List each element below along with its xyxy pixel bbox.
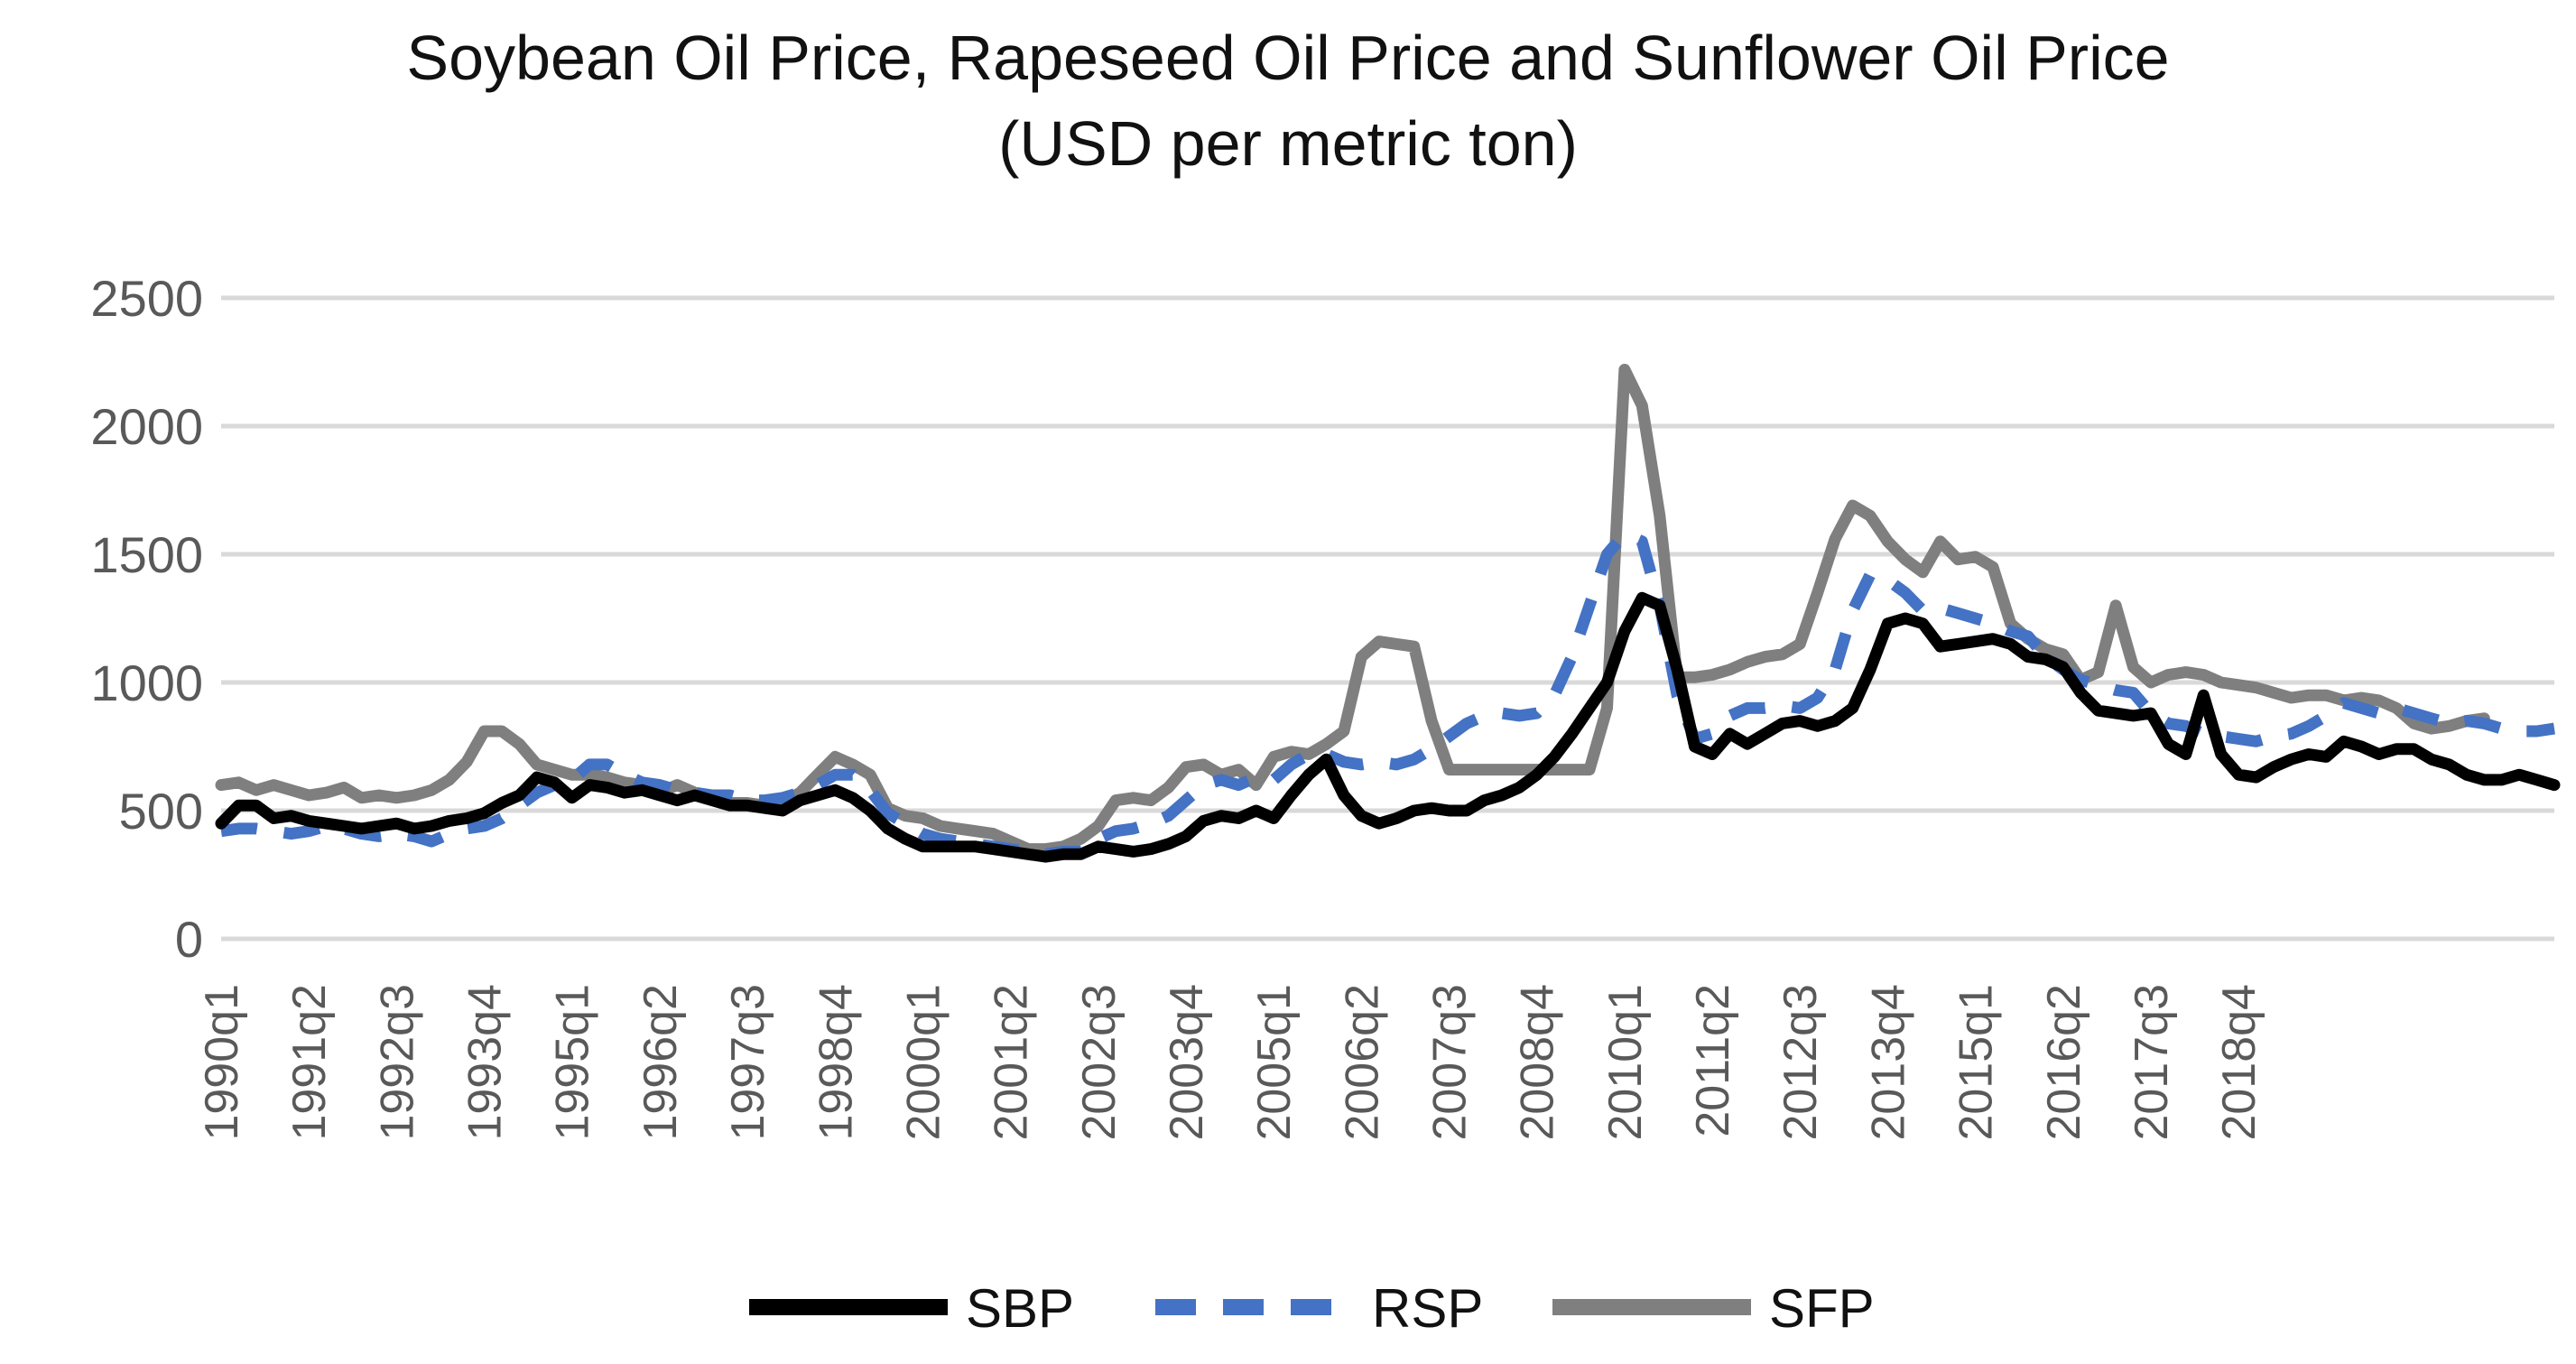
x-tick-label: 1991q2 bbox=[283, 984, 336, 1141]
x-tick-label: 2006q2 bbox=[1336, 984, 1388, 1141]
chart-title-line-2: (USD per metric ton) bbox=[998, 108, 1578, 179]
x-tick-label: 1997q3 bbox=[722, 984, 774, 1141]
x-tick-label: 2018q4 bbox=[2213, 984, 2266, 1141]
x-tick-label: 2001q2 bbox=[986, 984, 1038, 1141]
x-tick-label: 1996q2 bbox=[635, 984, 687, 1141]
y-tick-label: 2500 bbox=[90, 270, 203, 327]
legend-label-sfp: SFP bbox=[1769, 1278, 1875, 1339]
series-lines bbox=[215, 364, 2561, 863]
x-tick-label: 2011q2 bbox=[1687, 984, 1739, 1137]
x-tick-label: 2008q4 bbox=[1512, 984, 1564, 1141]
series-line-sbp bbox=[215, 591, 2561, 863]
x-tick-label: 2012q3 bbox=[1774, 984, 1827, 1141]
gridlines bbox=[221, 295, 2554, 942]
x-tick-label: 2000q1 bbox=[897, 984, 950, 1141]
series-line-sfp bbox=[215, 364, 2490, 856]
x-tick-label: 1992q3 bbox=[371, 984, 423, 1141]
x-tick-label: 2013q4 bbox=[1862, 984, 1914, 1141]
x-tick-label: 1995q1 bbox=[547, 984, 599, 1141]
y-tick-label: 2000 bbox=[90, 398, 203, 455]
x-tick-label: 1990q1 bbox=[196, 984, 248, 1141]
series-line-rsp bbox=[220, 527, 2555, 860]
legend-label-rsp: RSP bbox=[1372, 1278, 1483, 1339]
y-tick-label: 0 bbox=[175, 911, 203, 968]
y-axis-tick-labels: 0 500 1000 1500 2000 2500 bbox=[90, 270, 203, 968]
x-tick-label: 2015q1 bbox=[1951, 984, 2003, 1141]
legend-label-sbp: SBP bbox=[966, 1278, 1074, 1339]
y-tick-label: 1500 bbox=[90, 526, 203, 583]
x-tick-label: 2007q3 bbox=[1424, 984, 1477, 1141]
x-tick-label: 2016q2 bbox=[2038, 984, 2090, 1141]
x-tick-label: 2003q4 bbox=[1161, 984, 1213, 1141]
x-tick-label: 2010q1 bbox=[1599, 984, 1652, 1141]
chart-title-line-1: Soybean Oil Price, Rapeseed Oil Price an… bbox=[406, 23, 2169, 93]
x-tick-label: 1998q4 bbox=[810, 984, 862, 1141]
x-tick-label: 2017q3 bbox=[2126, 984, 2178, 1141]
y-tick-label: 500 bbox=[119, 783, 203, 840]
x-tick-label: 1993q4 bbox=[459, 984, 512, 1141]
y-tick-label: 1000 bbox=[90, 654, 203, 711]
legend: SBP RSP SFP bbox=[749, 1278, 1875, 1339]
x-tick-label: 2002q3 bbox=[1073, 984, 1126, 1141]
x-axis-tick-labels: 1990q1 1991q2 1992q3 1993q4 1995q1 1996q2 1997… bbox=[196, 984, 2266, 1141]
chart-title: Soybean Oil Price, Rapeseed Oil Price an… bbox=[406, 23, 2169, 179]
x-tick-label: 2005q1 bbox=[1248, 984, 1301, 1141]
